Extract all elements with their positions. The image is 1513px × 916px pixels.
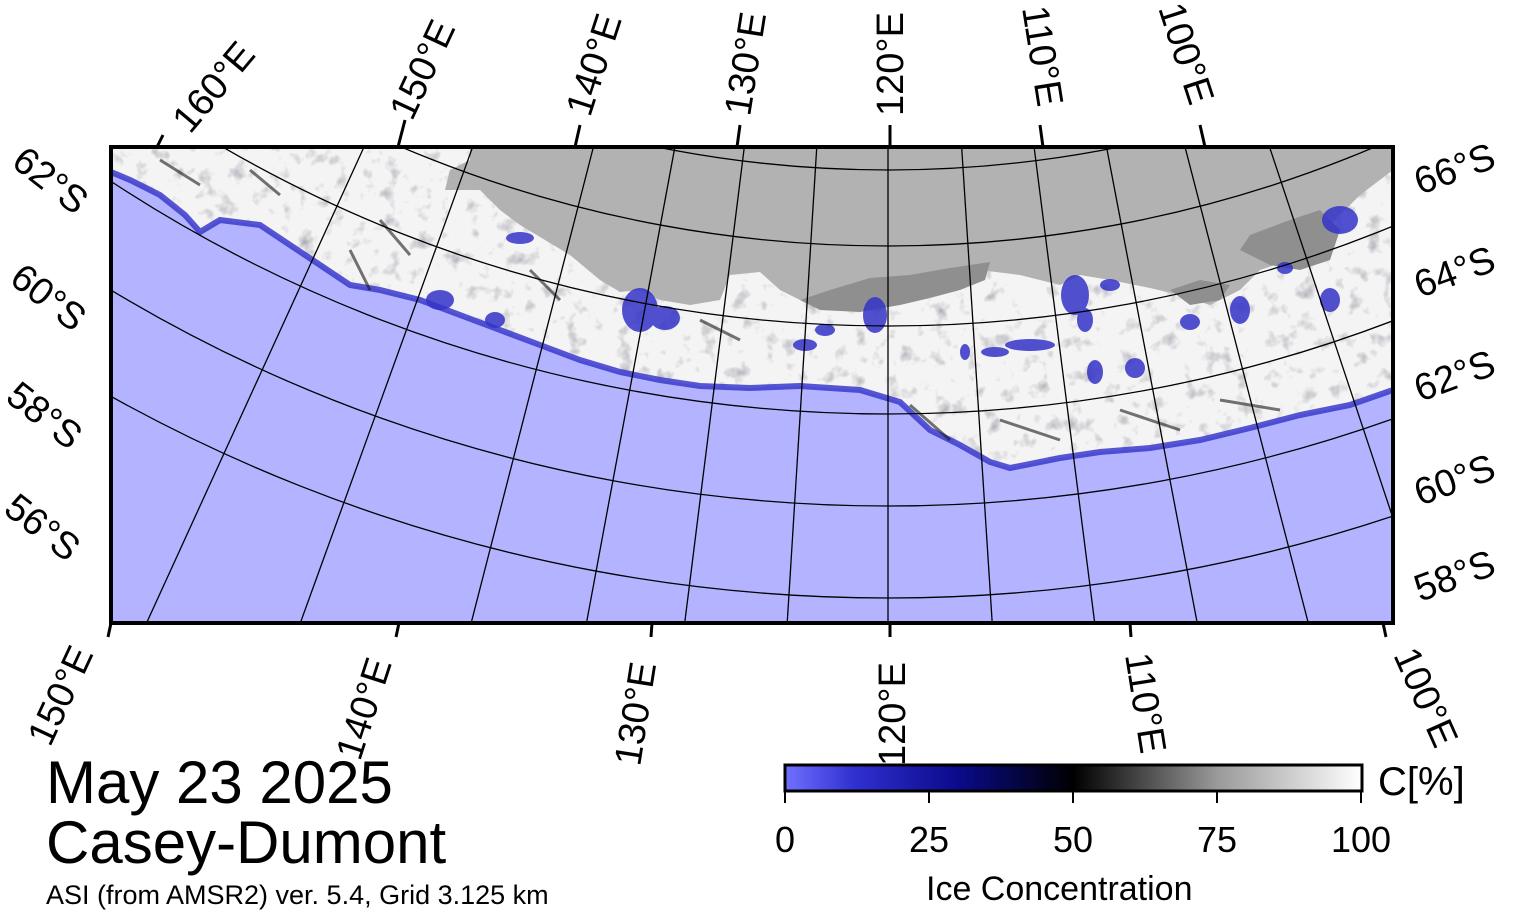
colorbar-unit: C[%] xyxy=(1378,760,1465,804)
ice-streaks xyxy=(159,158,1281,442)
left-lat-label: 58°S xyxy=(0,374,90,458)
land-area xyxy=(445,147,1393,305)
bottom-lon-label: 150°E xyxy=(20,640,102,752)
bottom-ticks xyxy=(106,622,1388,638)
colorbar: 0 25 50 75 100 xyxy=(775,763,1391,860)
top-lon-label: 140°E xyxy=(559,9,631,121)
left-lat-label: 62°S xyxy=(4,139,95,223)
colorbar-tick-label: 0 xyxy=(775,819,795,860)
polynya-patches xyxy=(426,206,1358,384)
data-source: ASI (from AMSR2) ver. 5.4, Grid 3.125 km xyxy=(46,880,549,910)
right-lat-label: 64°S xyxy=(1409,239,1501,307)
top-lon-label: 110°E xyxy=(1013,3,1070,109)
colorbar-tick-label: 100 xyxy=(1331,819,1391,860)
top-lon-label: 120°E xyxy=(870,12,912,116)
top-lon-label: 130°E xyxy=(717,9,775,118)
top-lon-label: 160°E xyxy=(165,34,264,141)
top-lon-labels: 160°E 150°E 140°E 130°E 120°E 110°E 100°… xyxy=(165,0,1222,141)
colorbar-tick-label: 50 xyxy=(1053,819,1093,860)
bottom-lon-label: 120°E xyxy=(872,662,914,766)
bottom-lon-label: 130°E xyxy=(607,659,665,768)
colorbar-ticks xyxy=(784,791,1362,803)
bottom-lon-label: 110°E xyxy=(1116,650,1173,756)
right-lat-label: 66°S xyxy=(1409,136,1501,204)
left-lat-labels: 62°S 60°S 58°S 56°S xyxy=(0,139,96,570)
top-lon-label: 150°E xyxy=(382,14,464,126)
left-lat-label: 60°S xyxy=(2,256,93,340)
right-lat-label: 60°S xyxy=(1409,447,1501,515)
colorbar-gradient xyxy=(783,763,1364,793)
colorbar-tick-label: 75 xyxy=(1197,819,1237,860)
ice-edge xyxy=(111,169,1393,472)
meridian-lines xyxy=(145,147,1393,623)
map-frame xyxy=(109,145,1395,625)
right-lat-label: 62°S xyxy=(1409,343,1501,411)
bottom-lon-label: 140°E xyxy=(329,653,401,765)
top-ticks xyxy=(155,119,1207,148)
top-lon-label: 100°E xyxy=(1149,0,1221,110)
bottom-lon-label: 100°E xyxy=(1385,642,1466,754)
map-date: May 23 2025 xyxy=(46,749,393,816)
land-dark-area xyxy=(800,210,1340,312)
right-lat-labels: 66°S 64°S 62°S 60°S 58°S xyxy=(1409,136,1501,611)
map-region: Casey-Dumont xyxy=(46,809,447,876)
right-lat-label: 58°S xyxy=(1409,543,1501,611)
colorbar-tick-label: 25 xyxy=(909,819,949,860)
left-lat-label: 56°S xyxy=(0,486,88,570)
colorbar-title: Ice Concentration xyxy=(926,870,1193,908)
